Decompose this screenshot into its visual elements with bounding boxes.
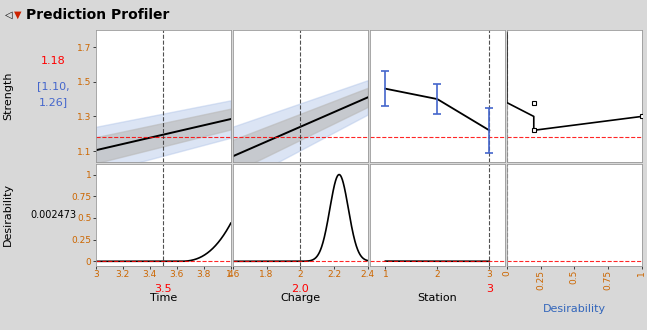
X-axis label: Time: Time bbox=[149, 293, 177, 303]
Text: Desirability: Desirability bbox=[3, 183, 13, 247]
Text: [1.10,: [1.10, bbox=[37, 82, 69, 91]
Text: ▼: ▼ bbox=[14, 10, 22, 20]
X-axis label: Desirability: Desirability bbox=[543, 304, 606, 314]
Text: 1.18: 1.18 bbox=[41, 56, 65, 66]
X-axis label: Charge: Charge bbox=[280, 293, 320, 303]
Text: 2.0: 2.0 bbox=[291, 284, 309, 294]
Text: 0.002473: 0.002473 bbox=[30, 210, 76, 220]
Text: 3.5: 3.5 bbox=[155, 284, 172, 294]
Text: ◁: ◁ bbox=[5, 10, 13, 20]
Text: 3: 3 bbox=[486, 284, 493, 294]
X-axis label: Station: Station bbox=[417, 293, 457, 303]
Text: 1.26]: 1.26] bbox=[38, 97, 68, 107]
Text: Strength: Strength bbox=[3, 71, 13, 120]
Text: Prediction Profiler: Prediction Profiler bbox=[26, 8, 170, 22]
